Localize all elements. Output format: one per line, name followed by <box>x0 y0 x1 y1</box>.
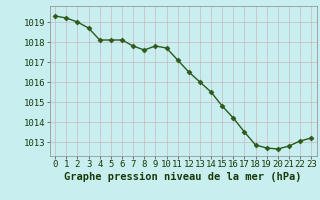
X-axis label: Graphe pression niveau de la mer (hPa): Graphe pression niveau de la mer (hPa) <box>64 172 302 182</box>
